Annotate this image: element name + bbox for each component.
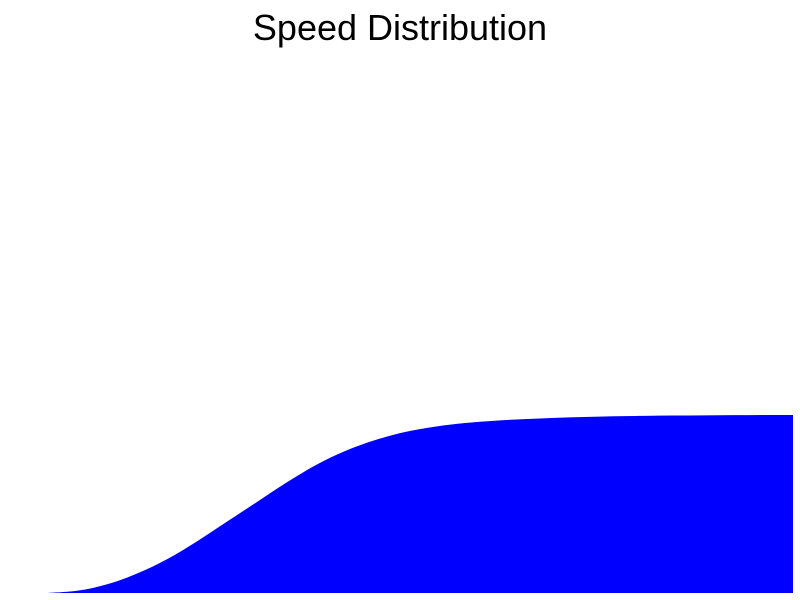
chart-title: Speed Distribution	[252, 7, 548, 48]
series-area-layer	[48, 414, 793, 593]
series-area	[48, 414, 793, 593]
